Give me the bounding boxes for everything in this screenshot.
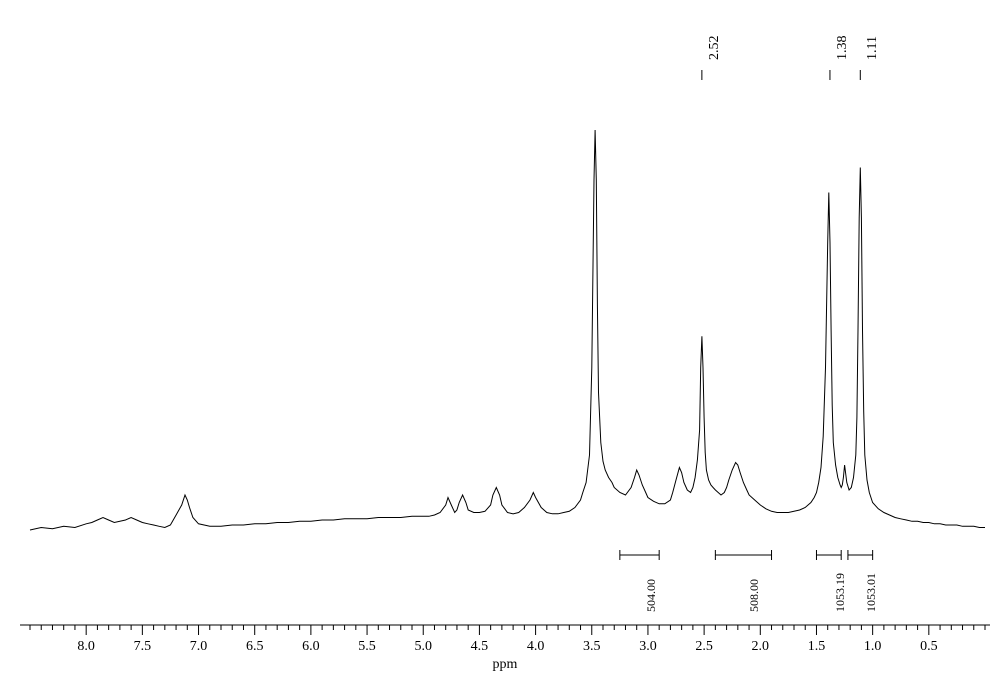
x-tick-label: 3.0 [639,639,657,655]
x-tick-label: 5.0 [414,639,432,655]
x-tick-label: 8.0 [77,639,95,655]
peak-label: 1.38 [835,36,851,61]
peak-label: 2.52 [707,36,723,61]
nmr-spectrum-container: { "chart": { "type": "line", "background… [0,0,1000,689]
nmr-svg [0,0,1000,689]
x-tick-label: 6.5 [246,639,264,655]
x-tick-label: 1.5 [808,639,826,655]
peak-label: 1.11 [865,36,881,60]
x-tick-label: 4.0 [527,639,545,655]
integral-label: 1053.01 [864,573,879,612]
x-tick-label: 7.5 [134,639,152,655]
x-tick-label: 3.5 [583,639,601,655]
integral-label: 1053.19 [833,573,848,612]
integral-label: 508.00 [747,579,762,612]
x-tick-label: 0.5 [920,639,938,655]
x-tick-label: 6.0 [302,639,320,655]
x-tick-label: 4.5 [471,639,489,655]
x-tick-label: 2.5 [695,639,713,655]
integral-label: 504.00 [644,579,659,612]
x-tick-label: 2.0 [752,639,770,655]
x-tick-label: 1.0 [864,639,882,655]
x-axis-label: ppm [493,657,518,673]
x-tick-label: 7.0 [190,639,208,655]
x-tick-label: 5.5 [358,639,376,655]
